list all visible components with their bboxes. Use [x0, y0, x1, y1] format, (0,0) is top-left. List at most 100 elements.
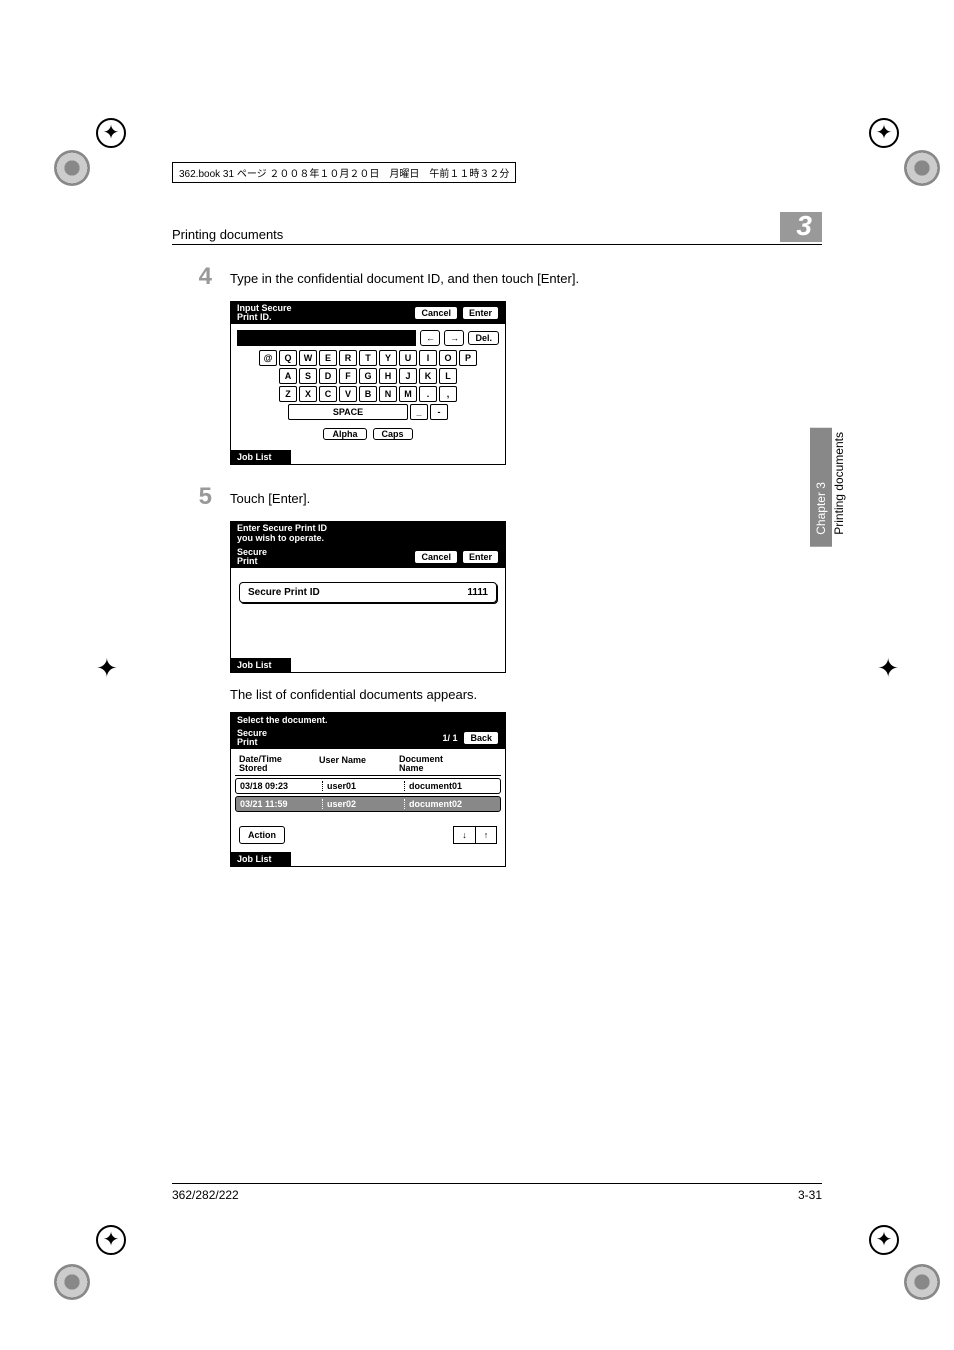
key-d[interactable]: D — [319, 368, 337, 384]
section-header: Printing documents 3 — [172, 212, 822, 245]
key-period[interactable]: . — [419, 386, 437, 402]
key-b[interactable]: B — [359, 386, 377, 402]
enter-button[interactable]: Enter — [462, 306, 499, 320]
document-row[interactable]: 03/18 09:23 user01 document01 — [235, 778, 501, 794]
action-button[interactable]: Action — [239, 826, 285, 844]
col-datetime: Date/Time Stored — [239, 755, 319, 773]
key-comma[interactable]: , — [439, 386, 457, 402]
cell-datetime: 03/21 11:59 — [240, 799, 320, 809]
key-s[interactable]: S — [299, 368, 317, 384]
cancel-button[interactable]: Cancel — [414, 306, 458, 320]
key-at[interactable]: @ — [259, 350, 277, 366]
page-number: 3-31 — [798, 1188, 822, 1202]
key-k[interactable]: K — [419, 368, 437, 384]
key-o[interactable]: O — [439, 350, 457, 366]
key-y[interactable]: Y — [379, 350, 397, 366]
secure-print-label: Secure Print — [237, 548, 267, 566]
secure-print-id-field[interactable]: Secure Print ID 1111 — [239, 582, 497, 603]
key-dash[interactable]: - — [430, 404, 448, 420]
scroll-down-button[interactable]: ↓ — [453, 826, 475, 844]
select-document-panel: Select the document. Secure Print 1/ 1 B… — [230, 712, 506, 867]
scroll-up-button[interactable]: ↑ — [475, 826, 497, 844]
panel-titlebar: Input Secure Print ID. Cancel Enter — [231, 302, 505, 324]
document-list-header: Date/Time Stored User Name Document Name — [235, 753, 501, 776]
job-list-tab[interactable]: Job List — [231, 852, 291, 866]
field-value: 1111 — [467, 587, 488, 598]
key-r[interactable]: R — [339, 350, 357, 366]
key-h[interactable]: H — [379, 368, 397, 384]
job-list-tab[interactable]: Job List — [231, 450, 291, 464]
chapter-tab: Chapter 3 — [810, 428, 832, 547]
registration-mark — [54, 150, 90, 186]
key-a[interactable]: A — [279, 368, 297, 384]
secure-print-label: Secure Print — [237, 729, 267, 747]
registration-mark — [54, 1264, 90, 1300]
key-q[interactable]: Q — [279, 350, 297, 366]
key-u[interactable]: U — [399, 350, 417, 366]
crop-mark: ✦ — [869, 1225, 899, 1255]
cell-doc: document02 — [404, 799, 496, 809]
secure-print-id-keyboard-panel: Input Secure Print ID. Cancel Enter ← → … — [230, 301, 506, 465]
page-indicator: 1/ 1 — [442, 733, 457, 743]
chapter-title-tab: Printing documents — [832, 420, 846, 547]
key-c[interactable]: C — [319, 386, 337, 402]
key-space[interactable]: SPACE — [288, 404, 408, 420]
back-button[interactable]: Back — [463, 731, 499, 745]
key-w[interactable]: W — [299, 350, 317, 366]
crop-mark: ✦ — [96, 118, 126, 148]
caps-button[interactable]: Caps — [373, 428, 413, 440]
col-username: User Name — [319, 755, 399, 773]
input-row: ← → Del. — [237, 330, 499, 346]
step-text: Type in the confidential document ID, an… — [230, 263, 579, 291]
step-number: 4 — [172, 263, 212, 291]
delete-button[interactable]: Del. — [468, 331, 499, 345]
key-l[interactable]: L — [439, 368, 457, 384]
key-x[interactable]: X — [299, 386, 317, 402]
keyboard-row-3: Z X C V B N M . , — [237, 386, 499, 402]
cancel-button[interactable]: Cancel — [414, 550, 458, 564]
key-i[interactable]: I — [419, 350, 437, 366]
panel-title: Input Secure Print ID. — [237, 304, 292, 322]
registration-mark — [904, 1264, 940, 1300]
keyboard-row-1: @ Q W E R T Y U I O P — [237, 350, 499, 366]
key-v[interactable]: V — [339, 386, 357, 402]
cell-user: user01 — [322, 781, 402, 791]
key-t[interactable]: T — [359, 350, 377, 366]
job-list-tab[interactable]: Job List — [231, 658, 291, 672]
key-e[interactable]: E — [319, 350, 337, 366]
enter-secure-print-id-panel: Enter Secure Print ID you wish to operat… — [230, 521, 506, 673]
key-m[interactable]: M — [399, 386, 417, 402]
key-f[interactable]: F — [339, 368, 357, 384]
step-4: 4 Type in the confidential document ID, … — [172, 263, 822, 291]
key-p[interactable]: P — [459, 350, 477, 366]
key-underscore[interactable]: _ — [410, 404, 428, 420]
cell-doc: document01 — [404, 781, 496, 791]
step-5: 5 Touch [Enter]. — [172, 483, 822, 511]
panel-subheader: Secure Print Cancel Enter — [231, 546, 505, 568]
registration-mark — [904, 150, 940, 186]
id-input[interactable] — [237, 330, 416, 346]
keyboard-row-4: SPACE _ - — [237, 404, 499, 420]
key-g[interactable]: G — [359, 368, 377, 384]
cursor-left-button[interactable]: ← — [420, 330, 440, 346]
section-badge: 3 — [780, 212, 822, 242]
result-text: The list of confidential documents appea… — [230, 687, 822, 702]
cursor-right-button[interactable]: → — [444, 330, 464, 346]
keyboard-mode-row: Alpha Caps — [237, 428, 499, 440]
cell-user: user02 — [322, 799, 402, 809]
side-tab: Chapter 3 Printing documents — [810, 420, 846, 547]
panel-title: Select the document. — [231, 713, 505, 727]
key-z[interactable]: Z — [279, 386, 297, 402]
step-number: 5 — [172, 483, 212, 511]
step-text: Touch [Enter]. — [230, 483, 310, 511]
panel-title: Enter Secure Print ID you wish to operat… — [231, 522, 505, 546]
col-docname: Document Name — [399, 755, 497, 773]
alpha-button[interactable]: Alpha — [323, 428, 366, 440]
crop-mark: ✦ — [869, 118, 899, 148]
document-row-selected[interactable]: 03/21 11:59 user02 document02 — [235, 796, 501, 812]
crop-mark: ✦ — [96, 655, 118, 682]
enter-button[interactable]: Enter — [462, 550, 499, 564]
key-j[interactable]: J — [399, 368, 417, 384]
cell-datetime: 03/18 09:23 — [240, 781, 320, 791]
key-n[interactable]: N — [379, 386, 397, 402]
